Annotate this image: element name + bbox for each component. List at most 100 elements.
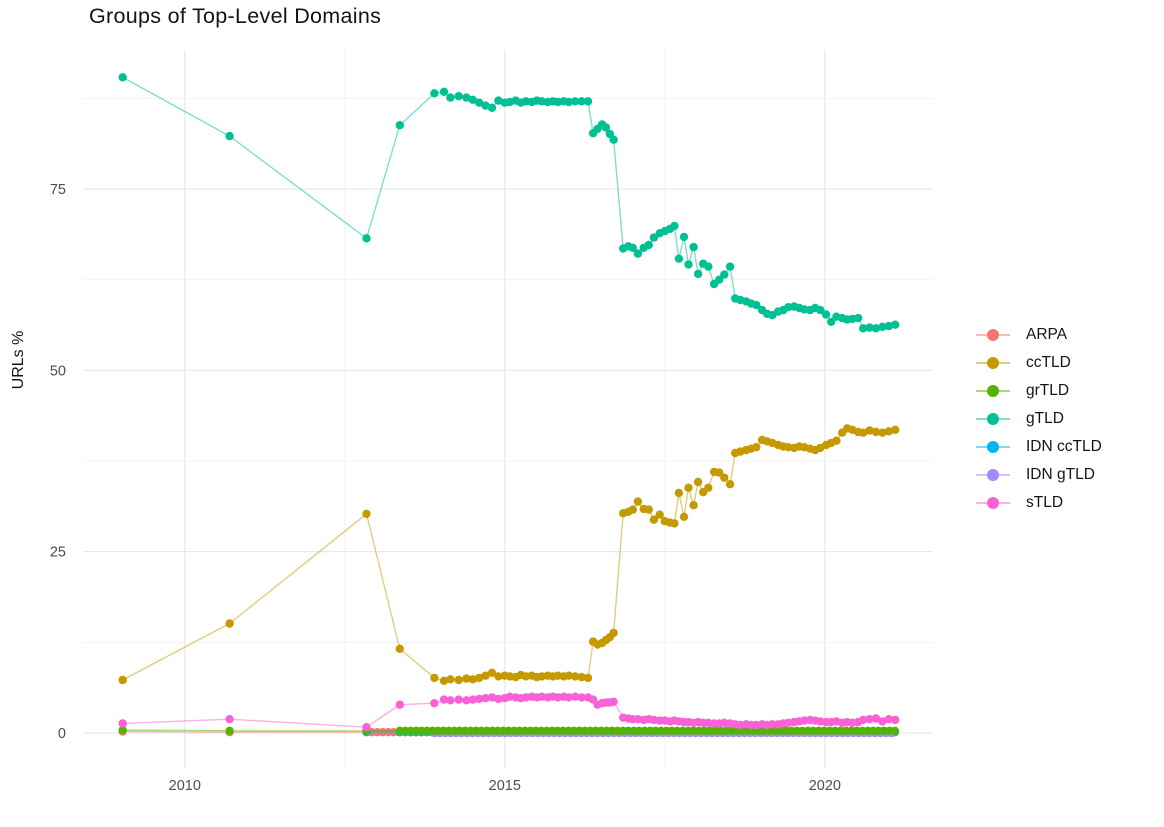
data-point: [481, 671, 490, 680]
x-tick-label-2015: 2015: [489, 778, 521, 794]
data-point: [644, 240, 653, 250]
legend-label: ARPA: [1026, 326, 1068, 343]
data-point: [430, 673, 439, 683]
x-tick-label-2020: 2020: [809, 778, 841, 794]
legend-entry-sTLD: sTLD: [974, 489, 1102, 517]
data-point: [878, 717, 887, 726]
data-point: [468, 95, 477, 105]
y-tick-label-75: 75: [50, 182, 66, 198]
legend-key-icon: [974, 440, 1012, 454]
data-point: [689, 501, 698, 510]
data-point: [715, 275, 724, 284]
y-tick-label-0: 0: [58, 726, 66, 742]
data-point: [693, 477, 703, 487]
data-point: [462, 696, 471, 705]
data-point: [832, 436, 841, 445]
y-axis-tick-labels: 0 25 50 75: [50, 182, 66, 742]
legend-key-icon: [974, 328, 1012, 342]
data-point: [118, 719, 127, 728]
data-point: [564, 671, 573, 680]
data-point: [693, 269, 703, 279]
data-point: [571, 97, 580, 106]
data-point: [462, 674, 471, 683]
y-axis-title: URLs %: [10, 330, 27, 390]
data-point: [564, 97, 573, 107]
data-point: [768, 720, 777, 729]
data-point: [684, 483, 693, 492]
data-point: [395, 700, 404, 709]
data-point: [752, 443, 761, 452]
grid-minor: [83, 50, 933, 768]
data-point: [446, 696, 455, 705]
data-point: [475, 673, 484, 683]
legend-label: IDN ccTLD: [1026, 438, 1102, 455]
data-point: [481, 694, 490, 703]
data-point: [884, 427, 893, 436]
data-point: [752, 300, 761, 310]
data-point: [871, 427, 881, 437]
data-point: [679, 232, 689, 242]
data-point: [649, 515, 659, 524]
data-point: [446, 675, 455, 684]
grid-major: [83, 50, 933, 768]
data-point: [865, 323, 874, 332]
data-point: [859, 324, 868, 333]
legend-label: sTLD: [1026, 494, 1064, 511]
data-point: [679, 512, 689, 521]
data-point: [684, 260, 693, 269]
data-point: [454, 92, 463, 101]
data-point: [884, 715, 893, 724]
data-point: [816, 305, 825, 315]
data-point: [601, 123, 611, 132]
data-point: [564, 693, 573, 702]
data-point: [475, 694, 484, 704]
series-ccTLD: [118, 424, 900, 685]
data-point: [633, 249, 643, 258]
data-point: [891, 320, 900, 329]
data-point: [649, 233, 659, 242]
legend-key-icon: [974, 384, 1012, 398]
data-point: [487, 668, 497, 677]
data-point: [871, 714, 881, 723]
data-point: [362, 509, 371, 519]
data-point: [644, 505, 653, 514]
data-point: [674, 488, 684, 498]
data-point: [118, 675, 127, 685]
data-point: [704, 483, 713, 492]
data-point: [395, 644, 404, 653]
data-point: [225, 715, 234, 724]
data-point: [487, 693, 497, 702]
data-point: [821, 310, 831, 319]
data-point: [827, 317, 836, 326]
legend-entry-ARPA: ARPA: [974, 321, 1102, 349]
data-point: [577, 672, 586, 682]
data-point: [225, 726, 234, 735]
legend-key-icon: [974, 496, 1012, 510]
data-point: [395, 121, 404, 130]
y-tick-label-50: 50: [50, 363, 66, 379]
legend-entry-grTLD: grTLD: [974, 377, 1102, 405]
legend-entry-IDN-ccTLD: IDN ccTLD: [974, 433, 1102, 461]
data-point: [655, 510, 664, 519]
data-point: [487, 103, 497, 113]
data-point: [878, 322, 887, 331]
data-point: [859, 428, 868, 437]
data-point: [891, 425, 900, 434]
legend-entry-gTLD: gTLD: [974, 405, 1102, 433]
data-point: [689, 242, 698, 252]
data-point: [715, 468, 724, 477]
data-point: [494, 694, 503, 704]
data-point: [475, 98, 484, 107]
data-point: [577, 693, 586, 702]
legend-key-icon: [974, 468, 1012, 482]
data-point: [468, 695, 477, 704]
data-point: [439, 87, 449, 97]
data-point: [720, 270, 729, 279]
y-tick-label-25: 25: [50, 545, 66, 561]
data-point: [571, 692, 580, 701]
legend-label: IDN gTLD: [1026, 466, 1095, 483]
x-axis-tick-labels: 2010 2015 2020: [169, 778, 841, 794]
chart-title: Groups of Top-Level Domains: [89, 4, 382, 28]
legend-label: grTLD: [1026, 382, 1070, 399]
